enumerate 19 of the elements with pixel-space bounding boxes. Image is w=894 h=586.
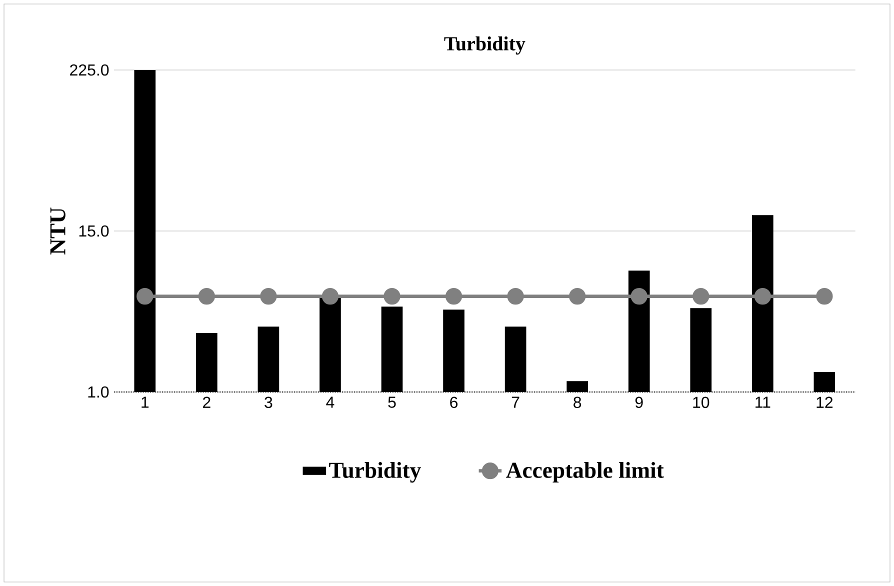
x-tick-label: 10 [693, 396, 710, 408]
legend-label: Acceptable limit [506, 462, 664, 483]
legend-label: Turbidity [329, 462, 421, 483]
x-tick-label: 9 [635, 396, 643, 408]
x-tick-label: 5 [388, 396, 396, 408]
y-tick-label: 15.0 [79, 225, 109, 237]
chart-title: Turbidity [444, 36, 526, 55]
x-tick-label: 11 [756, 396, 770, 408]
x-tick-label: 4 [326, 396, 334, 408]
x-tick-label: 7 [512, 396, 520, 408]
y-tick-label: 225.0 [70, 64, 109, 76]
y-axis-title: NTU [50, 208, 66, 254]
y-tick-label: 1.0 [88, 386, 109, 398]
x-tick-label: 6 [450, 396, 458, 408]
x-tick-label: 12 [816, 396, 833, 408]
x-tick-label: 2 [203, 396, 210, 408]
x-tick-label: 3 [264, 396, 272, 408]
x-tick-label: 8 [574, 396, 582, 408]
x-tick-label: 1 [142, 396, 149, 408]
